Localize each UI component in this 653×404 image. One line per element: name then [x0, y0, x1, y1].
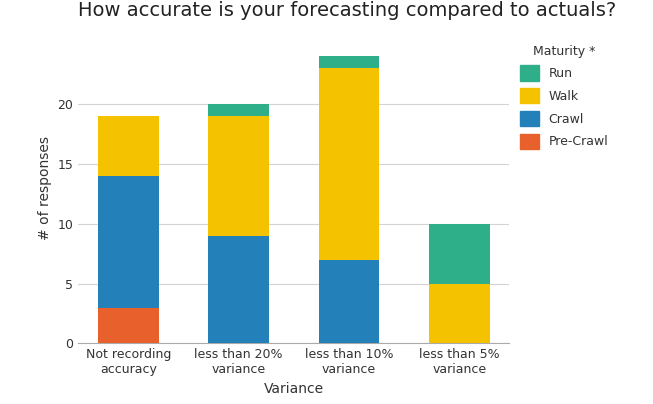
X-axis label: Variance: Variance	[264, 382, 324, 396]
Bar	[319, 260, 379, 343]
Bar	[429, 284, 490, 343]
Bar	[429, 224, 490, 284]
Bar	[208, 236, 269, 343]
Y-axis label: # of responses: # of responses	[38, 136, 52, 240]
Bar	[319, 56, 379, 68]
Bar	[98, 307, 159, 343]
Legend: Run, Walk, Crawl, Pre-Crawl: Run, Walk, Crawl, Pre-Crawl	[520, 45, 609, 149]
Bar	[208, 104, 269, 116]
Bar	[98, 176, 159, 307]
Bar	[98, 116, 159, 176]
Bar	[208, 116, 269, 236]
Text: How accurate is your forecasting compared to actuals?: How accurate is your forecasting compare…	[78, 1, 616, 20]
Bar	[319, 68, 379, 260]
